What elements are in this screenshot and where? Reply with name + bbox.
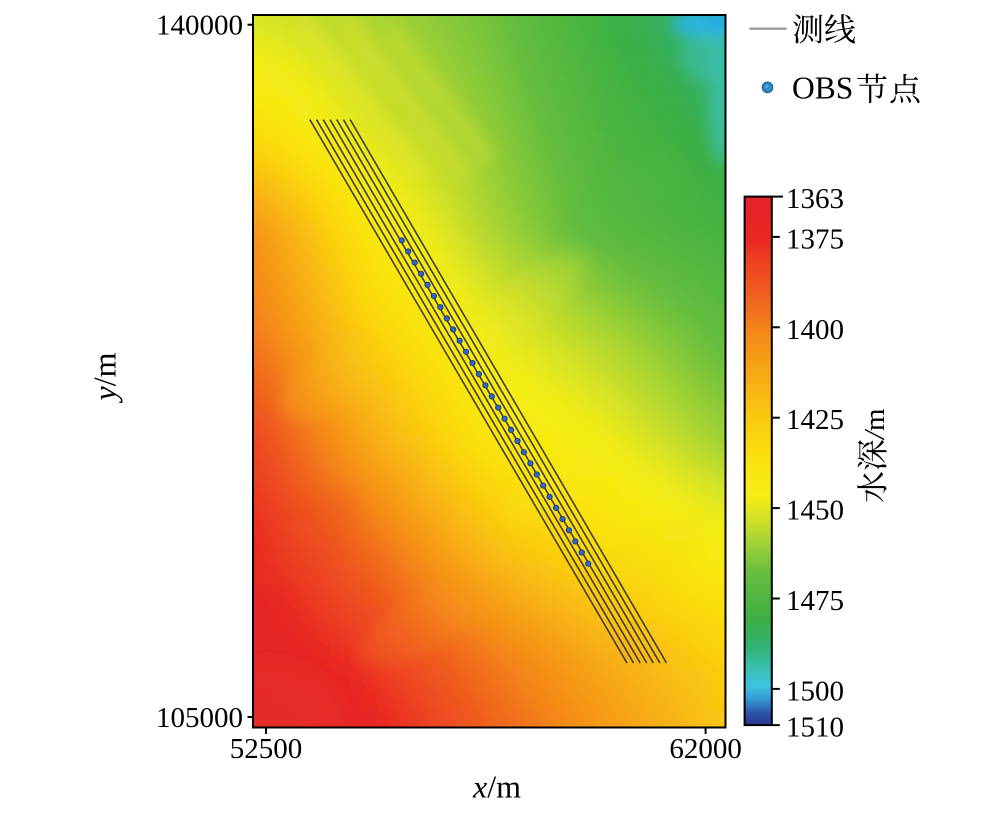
svg-text:1375: 1375	[786, 223, 844, 255]
svg-text:1400: 1400	[786, 314, 844, 346]
svg-text:y/m: y/m	[87, 352, 123, 403]
svg-text:1363: 1363	[786, 183, 844, 215]
svg-text:1425: 1425	[786, 404, 844, 436]
svg-text:62000: 62000	[669, 733, 742, 765]
svg-text:x/m: x/m	[472, 769, 521, 805]
svg-text:1500: 1500	[786, 675, 844, 707]
svg-text:52500: 52500	[230, 733, 303, 765]
svg-text:140000: 140000	[156, 10, 243, 42]
svg-text:1510: 1510	[786, 712, 844, 744]
svg-text:1450: 1450	[786, 495, 844, 527]
svg-text:/m: /m	[859, 408, 891, 441]
svg-text:105000: 105000	[156, 702, 243, 734]
svg-text:OBS: OBS	[792, 70, 853, 105]
svg-text:1475: 1475	[786, 585, 844, 617]
